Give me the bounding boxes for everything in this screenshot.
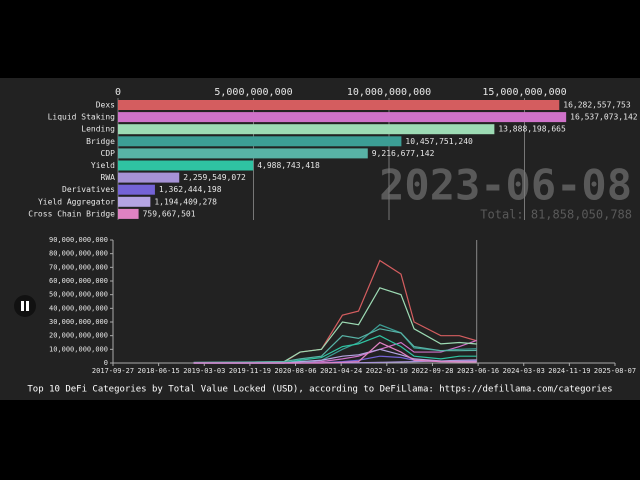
value-label: 759,667,501	[143, 209, 196, 218]
x-tick-label: 2021-04-24	[320, 367, 362, 375]
x-tick-label: 2024-03-03	[503, 367, 545, 375]
series-line	[193, 341, 477, 364]
y-tick-label: 20,000,000,000	[49, 332, 108, 340]
y-tick-label: 0	[104, 359, 108, 367]
value-label: 1,194,409,278	[154, 197, 217, 206]
total-label: Total: 81,858,050,788	[480, 208, 632, 222]
x-tick-label: 2022-09-28	[411, 367, 453, 375]
y-tick-label: 70,000,000,000	[49, 263, 108, 271]
series-line	[193, 259, 477, 364]
x-tick-label: 2017-09-27	[92, 367, 134, 375]
value-label: 4,988,743,418	[257, 161, 320, 170]
y-tick-label: 10,000,000,000	[49, 345, 108, 353]
bar	[118, 196, 151, 207]
y-tick-label: 60,000,000,000	[49, 277, 108, 285]
caption: Top 10 DeFi Categories by Total Value Lo…	[27, 385, 612, 395]
bar	[118, 160, 254, 171]
x-tick-label: 2023-06-16	[457, 367, 499, 375]
y-tick-label: 80,000,000,000	[49, 250, 108, 258]
y-tick-label: 50,000,000,000	[49, 291, 108, 299]
x-tick-label: 0	[115, 87, 121, 98]
x-tick-label: 2019-11-19	[229, 367, 271, 375]
x-tick-label: 2024-11-19	[548, 367, 590, 375]
pause-button-bg[interactable]	[14, 295, 36, 317]
bar	[118, 100, 560, 110]
category-label: Derivatives	[62, 185, 115, 194]
x-tick-label: 2018-06-15	[138, 367, 180, 375]
value-label: 13,888,198,665	[498, 125, 566, 134]
current-date: 2023-06-08	[379, 161, 632, 210]
category-label: Yield Aggregator	[38, 197, 115, 206]
x-tick-label: 10,000,000,000	[347, 87, 431, 98]
category-label: Dexs	[96, 101, 115, 110]
pause-icon[interactable]	[26, 301, 29, 311]
bar	[118, 136, 402, 147]
x-tick-label: 5,000,000,000	[214, 87, 292, 98]
category-label: Bridge	[86, 137, 115, 146]
value-label: 9,216,677,142	[372, 149, 435, 158]
x-tick-label: 2022-01-10	[366, 367, 408, 375]
y-tick-label: 90,000,000,000	[49, 236, 108, 244]
value-label: 16,537,073,142	[570, 113, 638, 122]
value-label: 10,457,751,240	[405, 137, 473, 146]
bar	[118, 172, 180, 183]
bar	[118, 148, 368, 159]
x-tick-label: 15,000,000,000	[482, 87, 566, 98]
category-label: CDP	[101, 149, 116, 158]
y-tick-label: 30,000,000,000	[49, 318, 108, 326]
value-label: 16,282,557,753	[563, 101, 631, 110]
category-label: Lending	[81, 125, 115, 134]
pause-button[interactable]	[14, 295, 36, 317]
x-tick-label: 2025-08-07	[594, 367, 636, 375]
pause-icon[interactable]	[21, 301, 24, 311]
bar	[118, 208, 139, 219]
category-label: Liquid Staking	[48, 113, 116, 122]
value-label: 1,362,444,198	[159, 185, 222, 194]
x-tick-label: 2020-08-06	[274, 367, 316, 375]
value-label: 2,259,549,072	[183, 173, 246, 182]
category-label: Cross Chain Bridge	[28, 209, 115, 218]
bar	[118, 124, 495, 135]
x-tick-label: 2019-03-03	[183, 367, 225, 375]
bar	[118, 184, 155, 195]
series-line	[193, 328, 477, 363]
y-tick-label: 40,000,000,000	[49, 304, 108, 312]
category-label: Yield	[91, 161, 115, 170]
category-label: RWA	[101, 173, 116, 182]
bar	[118, 112, 567, 123]
